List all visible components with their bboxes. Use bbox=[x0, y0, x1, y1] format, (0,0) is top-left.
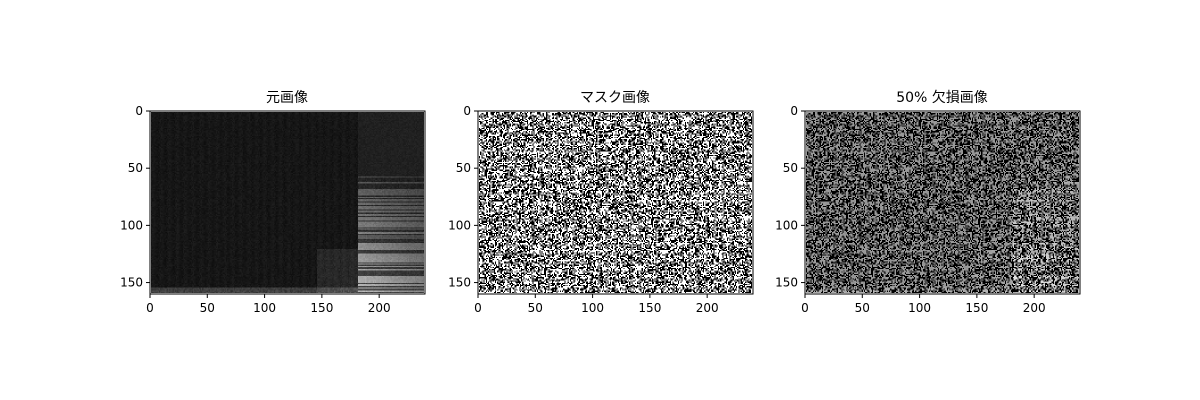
x-tick-label: 50 bbox=[855, 301, 870, 315]
mask-image bbox=[479, 112, 752, 293]
y-tick-label: 0 bbox=[135, 104, 143, 118]
x-tick-label: 150 bbox=[965, 301, 988, 315]
y-tick-label: 150 bbox=[775, 276, 798, 290]
y-tick-label: 100 bbox=[775, 218, 798, 232]
x-tick-label: 0 bbox=[801, 301, 809, 315]
axis-ticks-original: 0 50 100 150 200 0 50 100 150 bbox=[120, 104, 391, 315]
original-spectrogram-image bbox=[151, 112, 424, 293]
y-tick-label: 50 bbox=[783, 161, 798, 175]
x-tick-label: 100 bbox=[253, 301, 276, 315]
panel-title-masked: 50% 欠損画像 bbox=[896, 90, 988, 106]
panel-title-mask: マスク画像 bbox=[580, 90, 650, 106]
plot-frame-original bbox=[149, 110, 426, 295]
masked-image bbox=[806, 112, 1079, 293]
x-tick-label: 200 bbox=[1023, 301, 1046, 315]
panel-title-original: 元画像 bbox=[266, 90, 308, 106]
panel-mask: マスク画像 0 50 100 150 200 0 50 100 150 bbox=[448, 90, 754, 315]
x-tick-label: 200 bbox=[368, 301, 391, 315]
x-tick-label: 50 bbox=[528, 301, 543, 315]
x-tick-label: 0 bbox=[146, 301, 154, 315]
panel-masked-image: 50% 欠損画像 0 50 100 150 200 0 50 100 150 bbox=[775, 90, 1081, 315]
y-tick-label: 100 bbox=[448, 218, 471, 232]
y-tick-label: 0 bbox=[790, 104, 798, 118]
plot-frame-mask bbox=[477, 110, 754, 295]
axis-ticks-mask: 0 50 100 150 200 0 50 100 150 bbox=[448, 104, 719, 315]
axis-ticks-masked: 0 50 100 150 200 0 50 100 150 bbox=[775, 104, 1046, 315]
plot-frame-masked bbox=[804, 110, 1081, 295]
y-tick-label: 50 bbox=[128, 161, 143, 175]
x-tick-label: 100 bbox=[908, 301, 931, 315]
x-tick-label: 50 bbox=[200, 301, 215, 315]
y-tick-label: 150 bbox=[120, 276, 143, 290]
x-tick-label: 0 bbox=[474, 301, 482, 315]
y-tick-label: 150 bbox=[448, 276, 471, 290]
x-tick-label: 150 bbox=[638, 301, 661, 315]
panel-original: 元画像 0 50 100 150 200 0 50 100 150 bbox=[120, 90, 426, 315]
y-tick-label: 0 bbox=[463, 104, 471, 118]
y-tick-label: 50 bbox=[456, 161, 471, 175]
y-tick-label: 100 bbox=[120, 218, 143, 232]
x-tick-label: 100 bbox=[581, 301, 604, 315]
x-tick-label: 150 bbox=[310, 301, 333, 315]
x-tick-label: 200 bbox=[696, 301, 719, 315]
